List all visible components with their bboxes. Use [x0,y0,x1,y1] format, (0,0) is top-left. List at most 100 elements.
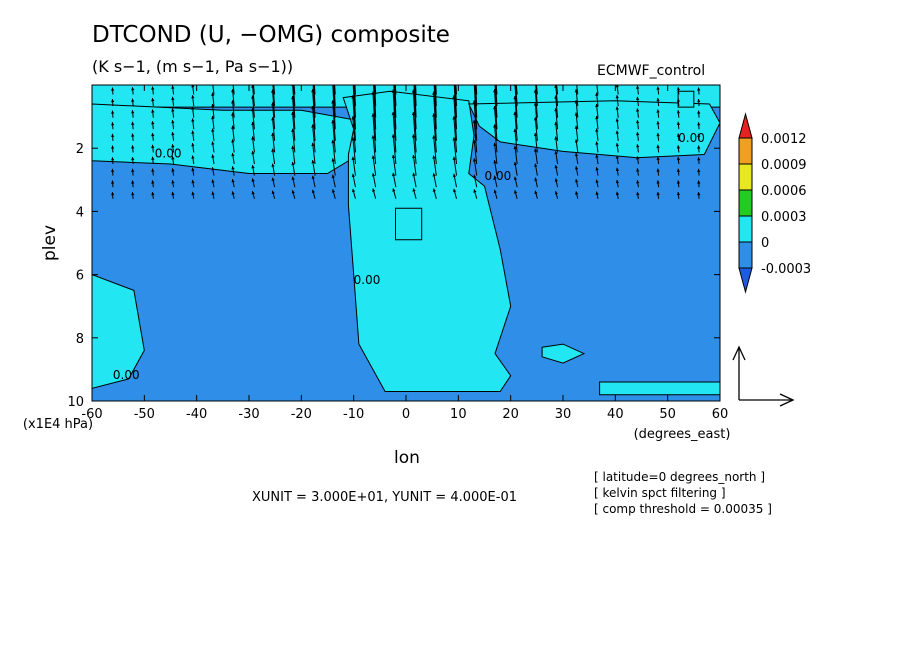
vector-arrow [514,128,518,153]
vector-arrowhead [697,157,701,161]
vector-arrowhead [432,57,435,60]
vector-arrowhead [473,174,477,179]
info-threshold: [ comp threshold = 0.00035 ] [594,502,772,516]
vector-arrowhead [151,192,155,196]
vector-arrow [392,111,397,153]
vector-arrowhead [131,110,135,114]
vector-arrowhead [371,57,374,60]
colorbar-box [738,215,753,243]
vector-arrowhead [111,110,115,114]
region-east-upper-box [677,90,695,108]
vector-arrowhead [111,192,115,196]
vector-arrowhead [656,133,660,137]
vector-arrowhead [432,188,436,192]
vector-arrowhead [371,155,375,159]
vector-arrowhead [615,106,619,110]
vector-arrowhead [311,160,315,164]
vector-arrow [352,95,356,141]
info-filtering: [ kelvin spct filtering ] [594,486,726,500]
vector-arrowhead [111,133,115,137]
vector-arrow [292,85,296,107]
x-axis: -60 -50 -40 -30 -20 -10 0 10 20 30 40 50 60 [81,85,728,422]
vector-arrowhead [131,145,135,149]
y-tick-label: 8 [76,332,84,347]
vector-arrowhead [676,87,681,91]
vector-arrow [271,102,276,130]
vector-arrowhead [554,191,558,195]
vector-arrowhead [554,75,557,78]
vector-arrow [373,85,377,118]
vector-arrow [453,156,458,176]
vector-arrow [312,105,316,141]
vector-arrowhead [231,89,235,93]
vector-arrowhead [331,174,335,179]
vector-unit-note: XUNIT = 3.000E+01, YUNIT = 4.000E-01 [252,490,517,505]
y-tick-label: 6 [76,269,84,284]
vector-arrowhead [636,85,640,89]
vector-arrow [392,134,397,165]
vector-arrowhead [171,85,175,89]
vector-arrowhead [493,106,497,110]
vector-arrow [534,132,538,153]
vector-arrowhead [171,96,175,101]
vector-arrow [251,85,255,107]
vector-arrow [313,85,316,95]
vector-arrowhead [291,111,295,115]
colorbar-level-label: 0.0006 [761,184,807,199]
vector-arrowhead [636,120,640,124]
vector-arrowhead [251,108,255,112]
x-tick-label: 30 [555,407,572,422]
vector-arrow [353,85,356,107]
vector-arrowhead [514,190,518,194]
vector-arrow [312,89,316,130]
vector-arrowhead [211,103,215,108]
vector-arrow [475,85,478,107]
vector-arrowhead [231,79,234,82]
vector-arrowhead [452,47,455,50]
vector-arrowhead [171,191,175,196]
vector-arrow [412,89,417,141]
vector-arrowhead [131,157,135,161]
colorbar-box [738,163,753,191]
info-latitude: [ latitude=0 degrees_north ] [594,470,766,484]
region-east-lower-lobe [599,381,720,396]
vector-arrowhead [615,191,620,196]
vector-arrowhead [371,113,375,117]
vector-arrowhead [311,124,315,128]
vector-arrowhead [452,52,455,55]
vector-arrowhead [392,55,395,58]
vector-arrowhead [391,154,396,159]
vector-arrow [293,85,296,95]
vector-arrow [352,156,356,176]
y-axis-unit: (x1E4 hPa) [23,417,93,432]
vector-arrowhead [371,173,376,177]
vector-arrowhead [111,99,115,103]
vector-arrowhead [311,142,315,147]
vector-arrowhead [452,156,456,160]
vector-arrowhead [656,144,660,149]
vector-arrowhead [432,173,436,177]
vector-arrowhead [151,144,155,149]
vector-arrowhead [473,189,477,193]
vector-arrowhead [251,151,255,155]
vector-arrowhead [676,145,681,149]
vector-arrowhead [656,109,660,113]
vector-arrowhead [211,115,215,120]
vector-arrowhead [493,175,497,179]
vector-arrowhead [151,109,155,113]
vector-arrowhead [231,179,235,183]
colorbar-level-label: -0.0003 [761,262,811,277]
vector-arrowhead [171,120,175,124]
vector-arrowhead [412,154,416,159]
vector-arrowhead [331,58,334,61]
vector-arrowhead [171,168,175,172]
vector-arrow [454,85,458,107]
vector-arrow [414,85,417,118]
vector-arrowhead [676,192,681,196]
vector-arrowhead [291,176,295,180]
vector-arrow [473,139,478,165]
x-tick-label: 40 [607,407,624,422]
vector-arrowhead [151,156,155,160]
vector-arrow [372,113,377,153]
vector-arrowhead [574,112,578,116]
